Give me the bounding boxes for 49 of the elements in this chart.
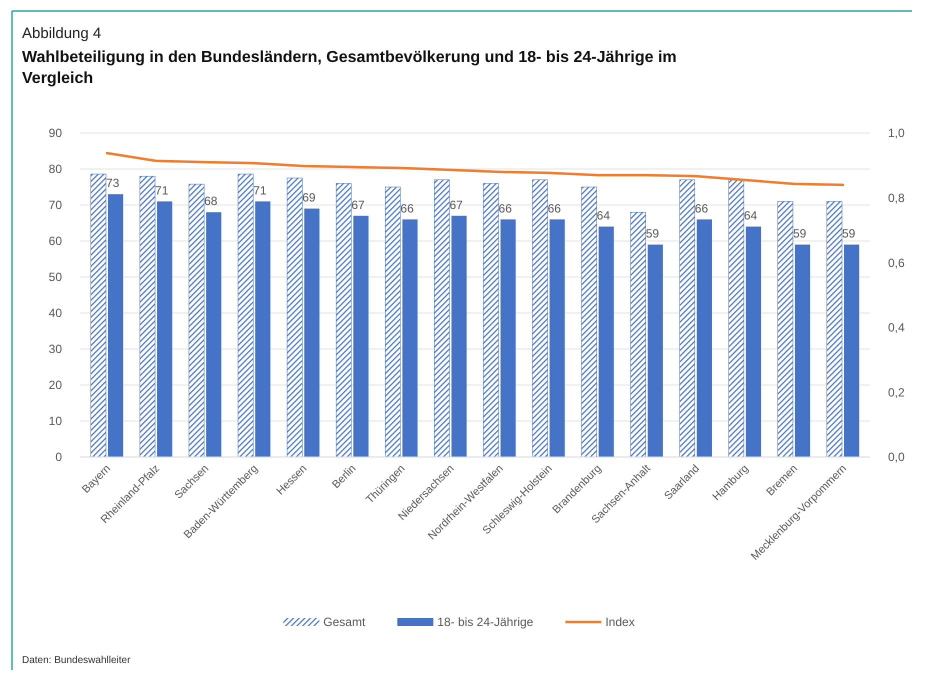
y2-tick-label: 0,8 [888, 191, 906, 205]
line-series [106, 152, 844, 186]
data-label: 68 [204, 194, 218, 208]
bar [336, 183, 352, 458]
data-label: 69 [302, 190, 316, 205]
data-label: 66 [548, 201, 562, 216]
data-label: 67 [449, 198, 464, 212]
text: Daten: Bundeswahlleiter [22, 655, 132, 666]
bar [304, 208, 320, 457]
y2-tick-label: 0,2 [888, 385, 906, 400]
data-label: 59 [842, 226, 856, 241]
y-tick-label: 60 [48, 234, 62, 248]
bar [353, 216, 369, 457]
legend-label: Gesamt [323, 615, 366, 630]
y-tick-label: 90 [48, 126, 62, 140]
data-label: 66 [498, 201, 512, 216]
text: Abbildung 4 [22, 25, 102, 42]
y-tick-label: 30 [48, 342, 62, 356]
data-label: 59 [646, 226, 660, 241]
y2-tick-label: 0,0 [888, 450, 906, 464]
y2-tick-label: 0,6 [888, 256, 906, 270]
y-tick-label: 40 [48, 306, 62, 320]
data-label: 73 [106, 176, 120, 190]
bar [728, 180, 744, 458]
bar [384, 186, 401, 458]
y-tick-label: 20 [48, 378, 62, 392]
bar [746, 226, 762, 457]
bar [286, 178, 303, 458]
y-tick-label: 70 [48, 198, 62, 212]
data-label: 66 [400, 201, 414, 216]
y-tick-label: 10 [48, 414, 62, 428]
chart-title: Wahlbeteiligung in den Bundesländern, Gesamtbevölkerung und 18- bis 24-Jährige im Vergleich [22, 49, 677, 87]
y2-tick-label: 0,4 [888, 320, 906, 335]
data-label: 67 [351, 198, 366, 212]
bar [402, 219, 418, 457]
y-tick-label: 0 [55, 450, 62, 464]
y-tick-label: 80 [48, 162, 62, 176]
bar [679, 180, 696, 458]
y-tick-label: 50 [48, 270, 62, 284]
data-label: 71 [155, 183, 169, 198]
data-label: 64 [596, 208, 610, 223]
bar [696, 219, 712, 457]
legend-label: Index [605, 615, 635, 630]
data-label: 71 [253, 183, 267, 198]
data-label: 66 [694, 201, 708, 216]
y2-tick-label: 1,0 [888, 126, 906, 140]
legend-label: 18- bis 24-Jährige [437, 615, 534, 630]
data-label: 64 [744, 208, 758, 223]
data-label: 59 [792, 226, 807, 241]
